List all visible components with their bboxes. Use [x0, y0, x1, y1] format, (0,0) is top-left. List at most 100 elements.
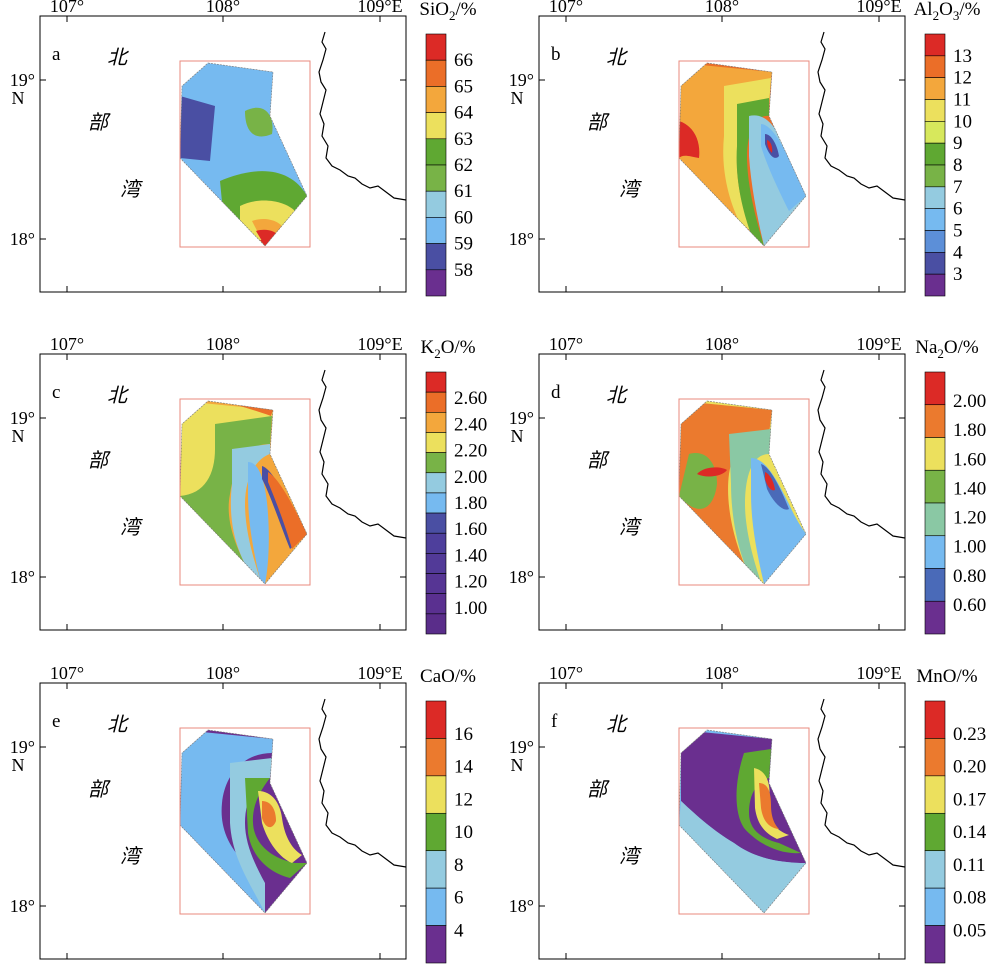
colorbar-title-part: 3	[953, 8, 960, 23]
contour-region	[245, 778, 307, 878]
x-tick-label: 108°	[206, 334, 240, 354]
y-tick-label: 18°	[509, 896, 534, 916]
map-place-label: 部	[587, 450, 610, 472]
map-place-label: 湾	[619, 845, 642, 868]
colorbar-swatch	[924, 99, 946, 122]
colorbar-tick-label: 6	[953, 199, 963, 220]
contour-region	[736, 98, 769, 246]
study-area-outline	[678, 729, 807, 914]
colorbar-swatch	[924, 186, 946, 209]
colorbar-swatch	[425, 217, 447, 244]
colorbar-tick-label: 2.60	[454, 388, 487, 409]
survey-box	[678, 398, 810, 586]
y-tick-label: 19°	[10, 408, 35, 428]
survey-box	[179, 398, 311, 586]
colorbar-tick-label: 5	[953, 221, 963, 242]
map-place-label: 北	[606, 385, 628, 407]
y-hemisphere-label: N	[511, 426, 524, 446]
contour-region	[679, 453, 717, 509]
map-place-label: 湾	[619, 516, 642, 539]
colorbar-swatch	[924, 700, 946, 739]
colorbar-swatch	[924, 273, 946, 297]
colorbar-tick-label: 0.08	[953, 888, 986, 909]
colorbar-swatch	[924, 568, 946, 602]
contour-region	[765, 472, 775, 491]
colorbar: 1.00 1.20 1.40 1.60 1.80 2.00 2.20 2.40 2.60 K2O/…	[420, 337, 487, 635]
colorbar-tick-label: 11	[953, 90, 971, 111]
colorbar-title-part: K	[420, 337, 434, 358]
colorbar-title-part: 2	[937, 346, 944, 361]
contour-region	[679, 121, 700, 158]
contour-region	[180, 416, 272, 564]
colorbar-swatch	[924, 208, 946, 231]
map-panel-c: 107° 108° 109°E 19° 18° Nc 北部湾 1.00 1.20 1.40 1.60…	[10, 334, 487, 635]
study-area-outline	[179, 400, 308, 585]
colorbar-swatch	[425, 593, 447, 615]
colorbar-tick-label: 60	[454, 207, 473, 228]
coastline	[318, 369, 407, 539]
colorbar-tick-label: 2.40	[454, 414, 487, 435]
colorbar-tick-label: 0.23	[953, 724, 986, 745]
colorbar-title-part: MnO/%	[916, 666, 977, 687]
colorbar-swatch	[924, 142, 946, 166]
colorbar-swatch	[924, 600, 946, 635]
y-tick-label: 18°	[509, 567, 534, 587]
x-tick-label: 108°	[206, 663, 240, 683]
contour-layer	[679, 401, 806, 584]
y-tick-label: 18°	[10, 896, 35, 916]
y-hemisphere-label: N	[12, 426, 25, 446]
colorbar-tick-label: 2.20	[454, 441, 487, 462]
map-panel-f: 107° 108° 109°E 19° 18° Nf 北部湾 0.05 0.08 0.11 0.14…	[509, 663, 987, 964]
colorbar-tick-label: 4	[953, 242, 963, 263]
colorbar-swatch	[425, 59, 447, 87]
contour-layer	[180, 730, 307, 913]
colorbar-swatch	[425, 432, 447, 453]
map-place-label: 北	[606, 714, 628, 736]
colorbar-swatch	[924, 925, 946, 964]
colorbar: 58 59 60 61 62 63 64 65 66 SiO2/%	[419, 0, 477, 297]
x-tick-label: 109°E	[856, 334, 901, 354]
colorbar-tick-label: 10	[454, 822, 473, 843]
x-tick-label: 109°E	[856, 663, 901, 683]
x-tick-label: 108°	[705, 663, 739, 683]
coastline	[318, 698, 407, 868]
colorbar-swatch	[924, 164, 946, 188]
colorbar-title-part: 2	[434, 346, 441, 361]
y-hemisphere-label: N	[511, 755, 524, 775]
colorbar-tick-label: 3	[953, 264, 963, 285]
colorbar-title: Na2O/%	[915, 337, 979, 361]
colorbar-tick-label: 1.00	[953, 537, 986, 558]
colorbar-tick-label: 1.40	[953, 478, 986, 499]
colorbar-swatch	[425, 472, 447, 494]
colorbar-tick-label: 1.60	[454, 519, 487, 540]
map-place-label: 北	[107, 47, 129, 69]
y-tick-label: 19°	[509, 408, 534, 428]
map-place-label: 北	[606, 47, 628, 69]
colorbar-title-part: Na	[915, 337, 938, 358]
colorbar-swatch	[924, 230, 946, 253]
colorbar-swatch	[924, 33, 946, 57]
map-place-label: 北	[107, 714, 129, 736]
contour-region	[765, 134, 779, 158]
colorbar-swatch	[924, 437, 946, 471]
colorbar-title-part: O/%	[944, 337, 979, 358]
contour-region	[230, 758, 272, 913]
contour-region	[180, 96, 215, 161]
contour-region	[180, 730, 273, 913]
coastline	[817, 31, 906, 201]
y-hemisphere-label: N	[12, 88, 25, 108]
colorbar-tick-label: 2.00	[454, 467, 487, 488]
colorbar-swatch	[425, 925, 447, 964]
colorbar-title: SiO2/%	[419, 0, 476, 23]
colorbar-swatch	[924, 850, 946, 889]
colorbar-tick-label: 0.14	[953, 822, 987, 843]
map-panel-b: 107° 108° 109°E19°18°Nb 北部湾345678910111213A…	[509, 0, 981, 297]
colorbar-tick-label: 1.60	[953, 449, 986, 470]
contour-region	[256, 229, 278, 246]
y-tick-label: 19°	[509, 70, 534, 90]
colorbar-title-part: SiO	[419, 0, 449, 20]
map-place-label: 北	[107, 385, 129, 407]
contour-region	[679, 801, 806, 913]
x-tick-label: 109°E	[357, 663, 402, 683]
